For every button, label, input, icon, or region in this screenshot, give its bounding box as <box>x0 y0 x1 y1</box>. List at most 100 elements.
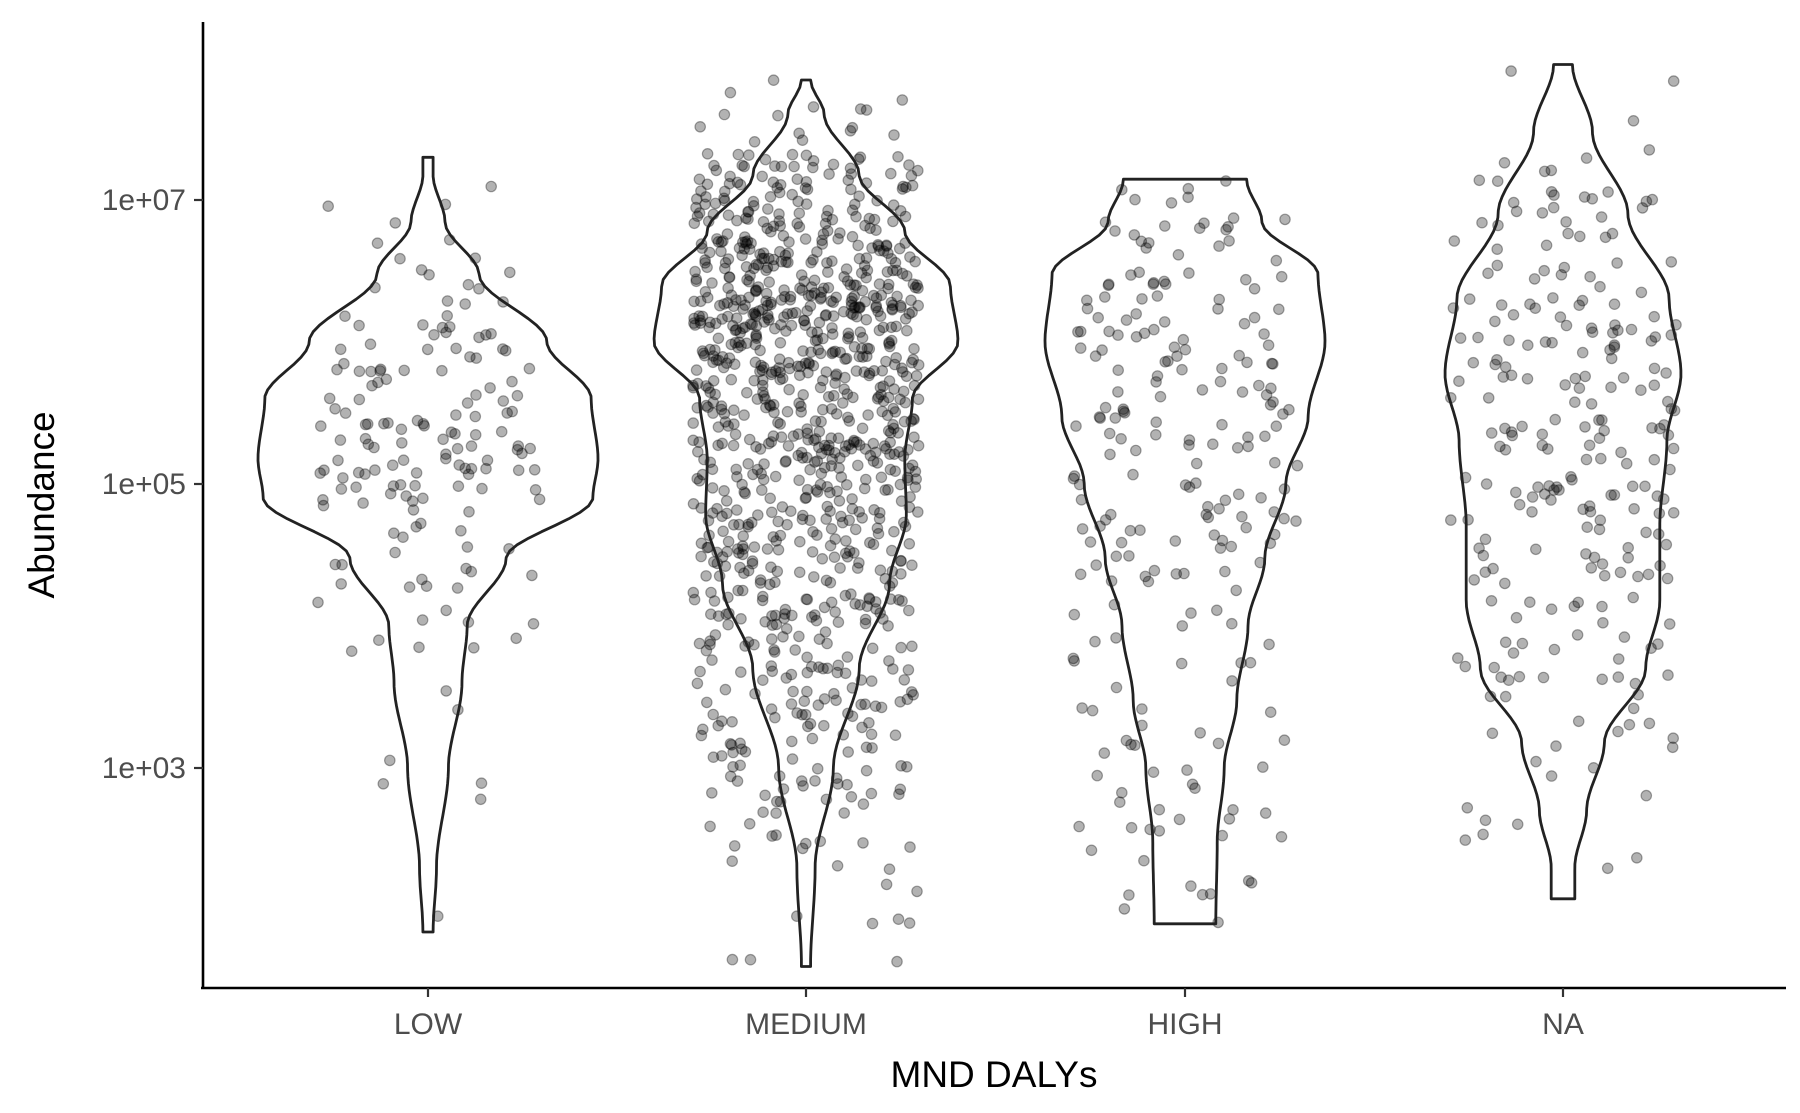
data-point <box>734 326 746 339</box>
data-point <box>765 368 778 381</box>
data-point <box>899 210 912 223</box>
data-point <box>1648 310 1660 323</box>
data-point <box>763 276 775 288</box>
data-point <box>1220 175 1232 187</box>
data-point <box>839 353 851 365</box>
data-point <box>841 411 854 424</box>
data-point <box>1652 638 1664 650</box>
data-point <box>840 535 852 547</box>
data-point <box>767 220 780 233</box>
data-point <box>832 233 844 245</box>
data-point <box>808 274 821 287</box>
data-point <box>712 719 724 732</box>
data-point <box>703 246 716 259</box>
data-point <box>335 578 347 590</box>
data-point <box>796 284 808 296</box>
data-point <box>1182 182 1195 195</box>
data-point <box>1277 408 1289 420</box>
data-point <box>1654 422 1666 435</box>
data-point <box>749 285 762 298</box>
data-point <box>691 210 704 222</box>
data-point <box>1172 249 1185 261</box>
data-point <box>1213 240 1225 252</box>
data-point <box>1211 604 1223 617</box>
data-point <box>1170 568 1183 580</box>
data-point <box>869 596 882 608</box>
data-point <box>357 497 369 509</box>
data-point <box>1090 559 1102 571</box>
data-point <box>748 374 760 387</box>
data-point <box>739 299 751 311</box>
data-point <box>1573 299 1585 311</box>
data-point <box>732 341 744 354</box>
data-point <box>474 793 487 806</box>
data-point <box>771 182 783 194</box>
data-point <box>768 322 781 335</box>
data-point <box>765 296 777 309</box>
data-point <box>1136 703 1148 715</box>
data-point <box>1635 286 1648 299</box>
data-point <box>455 524 467 537</box>
data-point <box>765 561 777 573</box>
data-point <box>1618 631 1631 643</box>
data-point <box>850 365 863 377</box>
data-point <box>791 173 804 185</box>
data-point <box>1580 453 1593 466</box>
data-point <box>439 452 452 465</box>
data-point <box>499 344 512 357</box>
data-point <box>841 332 854 345</box>
data-point <box>723 271 735 283</box>
data-point <box>469 410 482 423</box>
data-point <box>804 717 817 730</box>
data-point <box>1255 491 1267 504</box>
data-point <box>1208 529 1221 541</box>
data-point <box>886 302 898 315</box>
data-point <box>374 365 386 377</box>
data-point <box>795 400 807 413</box>
data-point <box>1112 329 1124 341</box>
data-point <box>1118 406 1131 419</box>
data-point <box>794 282 806 294</box>
data-point <box>1463 293 1476 305</box>
data-point <box>462 278 475 291</box>
data-point <box>695 537 708 550</box>
data-point <box>473 282 485 295</box>
data-point <box>765 633 778 645</box>
data-point <box>1566 473 1578 486</box>
data-point <box>773 245 786 258</box>
data-point <box>696 310 709 323</box>
data-point <box>767 531 780 543</box>
data-point <box>688 295 700 308</box>
data-point <box>1238 317 1251 330</box>
data-point <box>1165 197 1178 209</box>
data-point <box>808 434 820 447</box>
data-point <box>731 176 744 189</box>
data-point <box>1576 294 1589 307</box>
data-point <box>771 565 784 578</box>
data-point <box>1193 222 1206 234</box>
data-point <box>1290 515 1302 527</box>
data-point <box>1118 903 1131 915</box>
data-point <box>740 212 752 224</box>
data-point <box>772 416 784 429</box>
data-point <box>778 284 790 296</box>
data-point <box>880 878 893 891</box>
data-point <box>873 244 886 257</box>
data-point <box>742 518 754 531</box>
data-point <box>700 696 713 709</box>
data-point <box>721 310 734 323</box>
data-point <box>1270 254 1283 267</box>
data-point <box>1468 574 1480 586</box>
data-point <box>845 299 858 311</box>
data-point <box>879 484 891 496</box>
data-point <box>861 264 874 277</box>
data-point <box>708 595 721 607</box>
data-point <box>1076 702 1088 714</box>
data-point <box>744 269 756 282</box>
data-point <box>824 539 837 552</box>
data-point <box>318 464 330 476</box>
data-point <box>1571 629 1584 641</box>
data-point <box>718 484 730 497</box>
data-point <box>783 362 796 375</box>
data-point <box>800 149 813 162</box>
